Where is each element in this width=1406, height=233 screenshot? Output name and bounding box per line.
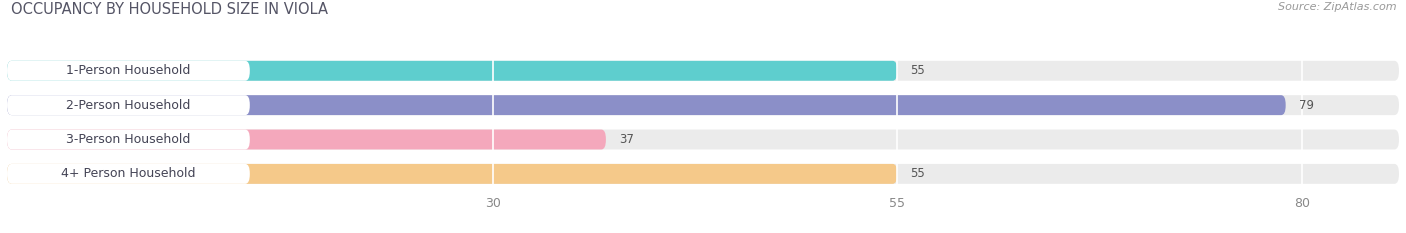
FancyBboxPatch shape — [7, 95, 1399, 115]
FancyBboxPatch shape — [7, 61, 250, 81]
Text: 79: 79 — [1299, 99, 1313, 112]
Text: 55: 55 — [910, 64, 925, 77]
Text: Source: ZipAtlas.com: Source: ZipAtlas.com — [1278, 2, 1396, 12]
Text: 55: 55 — [910, 167, 925, 180]
Text: 3-Person Household: 3-Person Household — [66, 133, 191, 146]
FancyBboxPatch shape — [7, 164, 1399, 184]
Text: 4+ Person Household: 4+ Person Household — [62, 167, 195, 180]
FancyBboxPatch shape — [7, 164, 250, 184]
FancyBboxPatch shape — [7, 61, 897, 81]
Text: 37: 37 — [619, 133, 634, 146]
FancyBboxPatch shape — [7, 95, 1285, 115]
Text: 2-Person Household: 2-Person Household — [66, 99, 191, 112]
FancyBboxPatch shape — [7, 164, 897, 184]
Text: OCCUPANCY BY HOUSEHOLD SIZE IN VIOLA: OCCUPANCY BY HOUSEHOLD SIZE IN VIOLA — [11, 2, 328, 17]
FancyBboxPatch shape — [7, 130, 250, 150]
FancyBboxPatch shape — [7, 130, 1399, 150]
FancyBboxPatch shape — [7, 61, 1399, 81]
FancyBboxPatch shape — [7, 130, 606, 150]
Text: 1-Person Household: 1-Person Household — [66, 64, 191, 77]
FancyBboxPatch shape — [7, 95, 250, 115]
